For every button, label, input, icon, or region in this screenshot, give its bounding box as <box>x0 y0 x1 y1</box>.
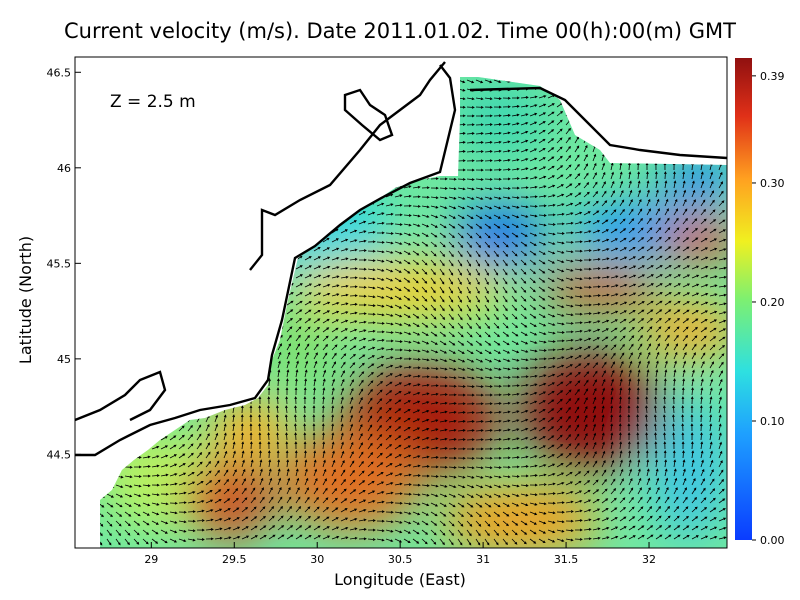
x-axis-label: Longitude (East) <box>334 570 466 589</box>
title: Current velocity (m/s). Date 2011.01.02.… <box>64 19 736 43</box>
plot-frame <box>74 56 728 549</box>
x-tick-label: 29 <box>144 553 158 566</box>
x-tick-label: 31 <box>476 553 490 566</box>
colorbar <box>735 58 752 540</box>
x-tick-label: 30 <box>310 553 324 566</box>
x-tick-label: 30.5 <box>388 553 413 566</box>
colorbar-tick-label: 0.10 <box>760 415 785 428</box>
x-tick-label: 32 <box>642 553 656 566</box>
y-tick-label: 45.5 <box>47 257 72 270</box>
y-axis-label: Latitude (North) <box>16 236 35 364</box>
y-tick-label: 46.5 <box>47 66 72 79</box>
colorbar-tick-label: 0.30 <box>760 177 785 190</box>
colorbar-tick-label: 0.00 <box>760 534 785 547</box>
depth-annotation: Z = 2.5 m <box>110 92 196 112</box>
y-tick-label: 45 <box>57 353 71 366</box>
colorbar-tick-label: 0.20 <box>760 296 785 309</box>
velocity-field <box>100 77 727 548</box>
colorbar-tick-label: 0.39 <box>760 70 785 83</box>
coastline <box>74 61 728 457</box>
y-tick-label: 46 <box>57 162 71 175</box>
y-tick-label: 44.5 <box>47 448 72 461</box>
x-tick-label: 29.5 <box>222 553 247 566</box>
x-tick-label: 31.5 <box>554 553 579 566</box>
